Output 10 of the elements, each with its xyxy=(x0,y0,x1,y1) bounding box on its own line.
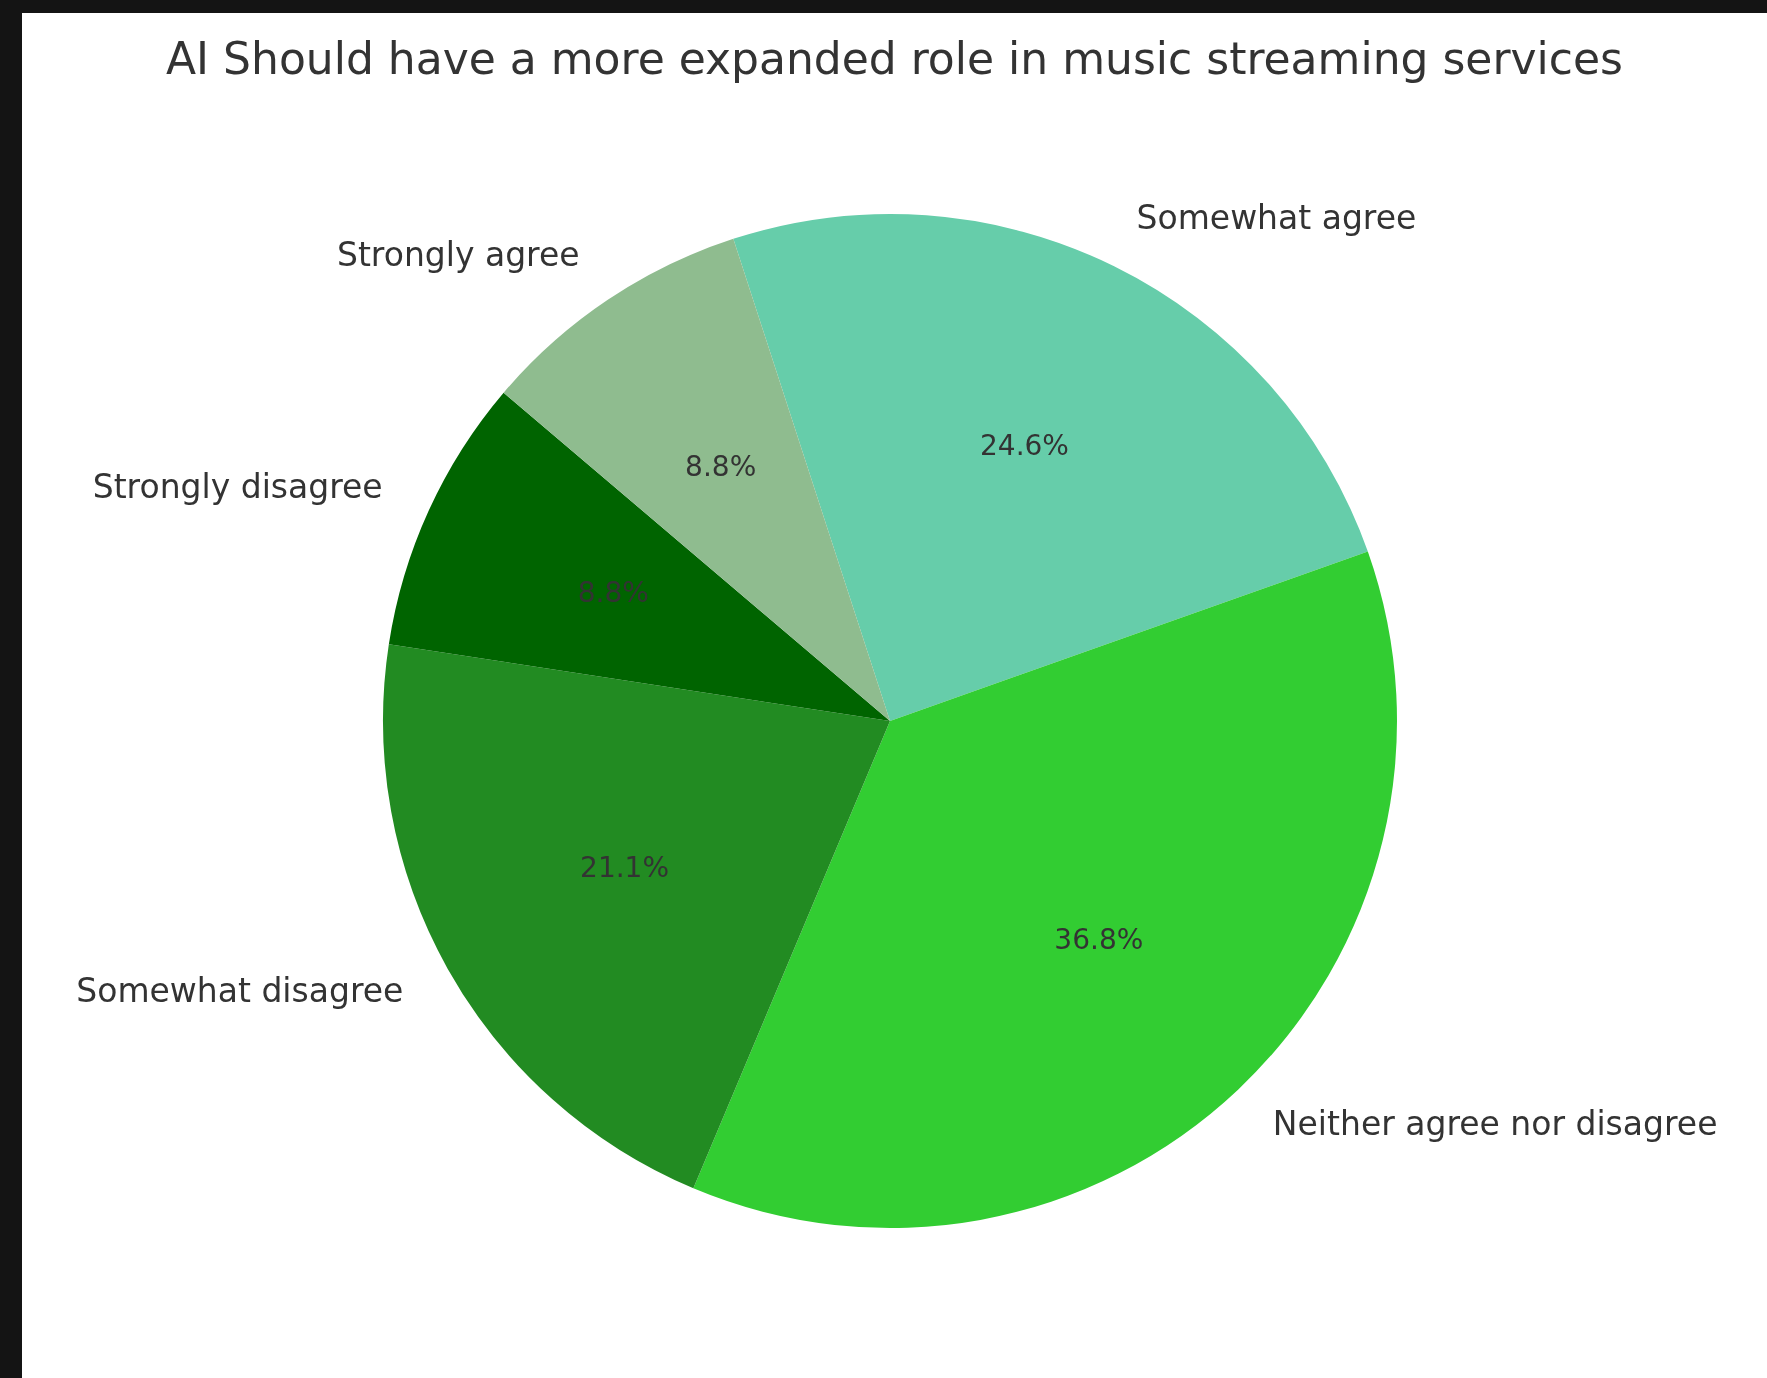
slice-label: Strongly disagree xyxy=(92,467,383,507)
data-label: 24.6% xyxy=(980,429,1069,463)
data-label: 21.1% xyxy=(580,850,670,884)
slice-label: Somewhat agree xyxy=(1136,198,1417,238)
slice-label: Strongly agree xyxy=(336,235,580,275)
chart-title: AI Should have a more expanded role in music streaming services xyxy=(165,33,1624,84)
slice-label: Neither agree nor disagree xyxy=(1272,1104,1718,1144)
data-label: 36.8% xyxy=(1054,923,1144,957)
slice-label: Somewhat disagree xyxy=(76,970,404,1010)
data-label: 8.8% xyxy=(685,449,757,483)
